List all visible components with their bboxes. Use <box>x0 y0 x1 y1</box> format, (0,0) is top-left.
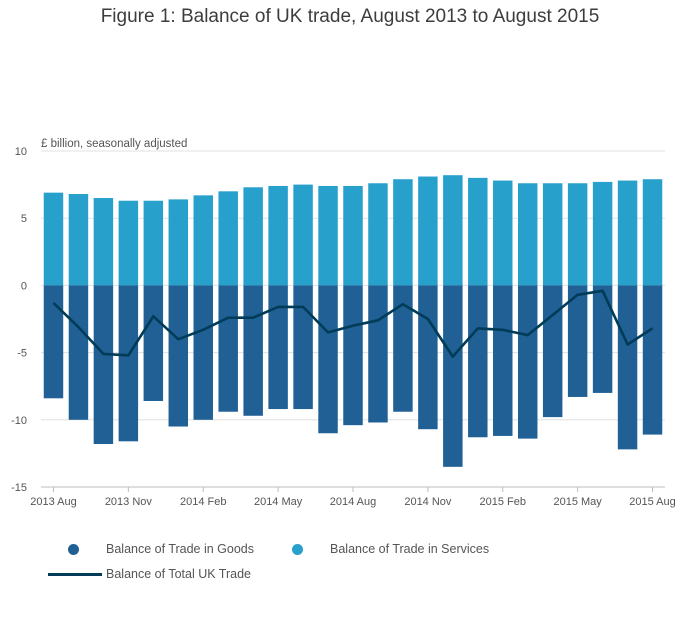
services-bar[interactable] <box>268 185 288 286</box>
x-tick-label: 2015 Feb <box>480 496 526 508</box>
legend-goods-swatch <box>68 543 79 555</box>
legend-item-total[interactable]: Balance of Total UK Trade <box>48 567 251 581</box>
goods-bar[interactable] <box>43 285 64 399</box>
services-bar[interactable] <box>68 194 89 286</box>
goods-bar[interactable] <box>93 285 114 444</box>
services-bar[interactable] <box>393 179 413 286</box>
x-tick-label: 2014 Feb <box>180 496 226 508</box>
services-bar[interactable] <box>542 183 563 286</box>
legend-goods-label: Balance of Trade in Goods <box>106 542 255 556</box>
services-bar[interactable] <box>617 180 638 286</box>
y-tick-label: 10 <box>15 146 27 158</box>
services-bar[interactable] <box>143 200 164 286</box>
services-bar[interactable] <box>218 191 238 286</box>
goods-bar[interactable] <box>493 285 513 436</box>
goods-bar[interactable] <box>318 285 338 434</box>
chart-title: Figure 1: Balance of UK trade, August 20… <box>100 6 600 27</box>
goods-bar[interactable] <box>418 285 438 430</box>
services-bar[interactable] <box>118 200 139 286</box>
services-bar[interactable] <box>193 195 213 286</box>
services-bar[interactable] <box>318 185 338 286</box>
services-bar[interactable] <box>343 185 363 286</box>
goods-bar[interactable] <box>443 285 463 467</box>
services-bar[interactable] <box>567 183 588 286</box>
goods-bar[interactable] <box>617 285 638 450</box>
total-line <box>52 289 654 358</box>
goods-bar[interactable] <box>168 285 189 427</box>
goods-bar[interactable] <box>517 285 538 439</box>
services-bar[interactable] <box>493 180 513 286</box>
x-tick-label: 2015 Aug <box>629 496 676 508</box>
x-tick-label: 2013 Aug <box>30 496 77 508</box>
legend: Balance of Trade in Goods Balance of Tra… <box>0 536 700 596</box>
goods-bar[interactable] <box>293 285 313 410</box>
x-tick-label: 2014 May <box>254 496 303 508</box>
x-tick-label: 2015 May <box>553 496 602 508</box>
goods-bar[interactable] <box>193 285 213 420</box>
goods-bar[interactable] <box>368 285 388 423</box>
services-bar[interactable] <box>443 175 463 286</box>
goods-bar[interactable] <box>143 285 164 401</box>
services-bar[interactable] <box>468 177 488 286</box>
goods-bar[interactable] <box>592 285 613 393</box>
goods-bar[interactable] <box>468 285 488 438</box>
legend-total-label: Balance of Total UK Trade <box>106 567 251 581</box>
goods-bar[interactable] <box>268 285 288 410</box>
services-bar[interactable] <box>243 187 263 286</box>
services-bar[interactable] <box>517 183 538 286</box>
services-bar[interactable] <box>293 184 313 286</box>
services-bar[interactable] <box>43 192 64 286</box>
legend-item-goods[interactable]: Balance of Trade in Goods <box>68 542 254 556</box>
y-tick-label: 5 <box>21 213 27 225</box>
y-axis-unit-label: £ billion, seasonally adjusted <box>41 138 187 150</box>
goods-bar[interactable] <box>642 285 663 435</box>
y-tick-label: -10 <box>11 415 27 427</box>
goods-bar[interactable] <box>567 285 588 397</box>
goods-bar[interactable] <box>218 285 238 412</box>
goods-bar[interactable] <box>243 285 263 416</box>
services-bar[interactable] <box>93 198 114 286</box>
legend-services-label: Balance of Trade in Services <box>330 542 490 556</box>
legend-total-swatch <box>48 572 102 576</box>
x-tick-label: 2014 Aug <box>330 496 377 508</box>
goods-bar[interactable] <box>542 285 563 418</box>
y-tick-label: -5 <box>17 348 27 360</box>
services-bar[interactable] <box>418 176 438 286</box>
services-bar[interactable] <box>592 181 613 286</box>
goods-bar[interactable] <box>118 285 139 442</box>
total-trade-line[interactable] <box>52 289 654 358</box>
services-bar[interactable] <box>168 199 189 286</box>
x-tick-label: 2014 Nov <box>404 496 452 508</box>
legend-item-services[interactable]: Balance of Trade in Services <box>292 542 489 556</box>
goods-bar[interactable] <box>393 285 413 412</box>
legend-services-swatch <box>292 543 303 555</box>
y-tick-label: 0 <box>21 280 27 292</box>
goods-bar[interactable] <box>68 285 89 420</box>
goods-bar[interactable] <box>343 285 363 426</box>
services-bar[interactable] <box>368 183 388 286</box>
x-tick-label: 2013 Nov <box>105 496 153 508</box>
y-tick-label: -15 <box>11 482 27 494</box>
services-bar[interactable] <box>642 179 663 286</box>
bars <box>43 175 663 467</box>
